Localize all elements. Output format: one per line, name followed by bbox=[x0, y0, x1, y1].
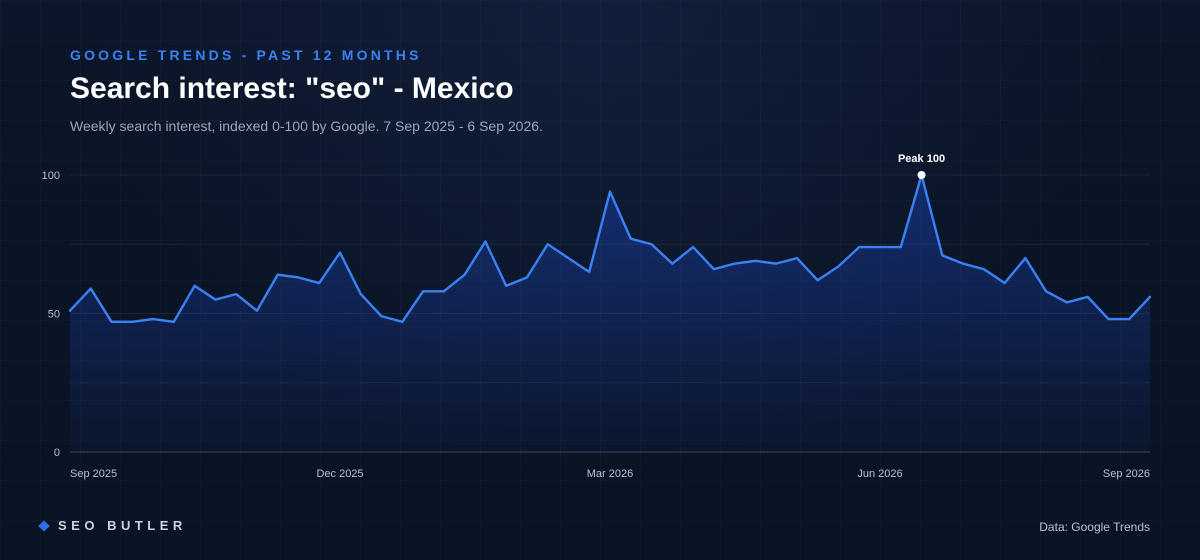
series-line bbox=[68, 173, 1152, 324]
brand: SEO BUTLER bbox=[38, 518, 187, 533]
x-tick-label: Sep 2025 bbox=[70, 468, 117, 480]
chart-eyebrow: GOOGLE TRENDS - PAST 12 MONTHS bbox=[70, 47, 422, 63]
y-tick-label: 100 bbox=[42, 170, 60, 182]
y-tick-label: 0 bbox=[54, 447, 60, 459]
series-area bbox=[70, 175, 1150, 452]
peak-marker bbox=[917, 171, 926, 179]
chart-title: Search interest: "seo" - Mexico bbox=[70, 72, 514, 105]
chart-subtitle: Weekly search interest, indexed 0-100 by… bbox=[70, 118, 543, 134]
diamond-icon bbox=[38, 519, 50, 532]
x-tick-label: Dec 2025 bbox=[316, 468, 363, 480]
x-tick-label: Mar 2026 bbox=[587, 468, 633, 480]
x-tick-label: Sep 2026 bbox=[1103, 468, 1150, 480]
peak-label: Peak 100 bbox=[898, 153, 945, 165]
x-tick-label: Jun 2026 bbox=[857, 468, 902, 480]
y-tick-label: 50 bbox=[48, 309, 60, 321]
data-source: Data: Google Trends bbox=[1039, 520, 1150, 534]
brand-name: SEO BUTLER bbox=[58, 518, 187, 533]
